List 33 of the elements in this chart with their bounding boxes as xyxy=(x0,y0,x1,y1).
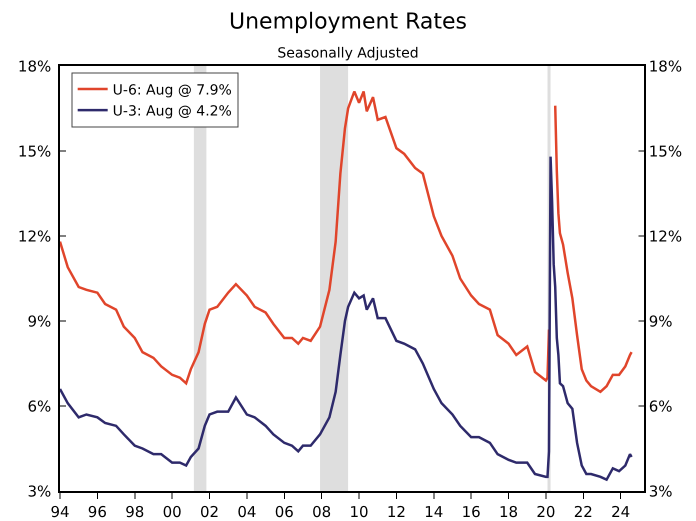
legend-label: U-6: Aug @ 7.9% xyxy=(112,82,232,98)
y-tick-label: 9% xyxy=(27,312,52,330)
x-tick-label: 02 xyxy=(200,502,220,521)
y2-tick-label: 3% xyxy=(648,482,673,500)
chart-title: Unemployment Rates xyxy=(228,10,468,35)
line-series xyxy=(60,155,633,481)
x-tick-label: 08 xyxy=(312,502,332,521)
x-tick-label: 10 xyxy=(349,502,369,521)
y-tick-label: 6% xyxy=(27,397,52,416)
y2-tick-label: 18% xyxy=(648,57,682,76)
y2-tick-label: 6% xyxy=(648,397,673,416)
x-tick-label: 04 xyxy=(237,502,256,521)
x-tick-label: 06 xyxy=(274,502,294,521)
chart-subtitle: Seasonally Adjusted xyxy=(277,45,419,62)
x-tick-label: 20 xyxy=(536,502,556,521)
x-tick-label: 12 xyxy=(386,502,406,521)
x-tick-label: 94 xyxy=(50,502,70,521)
x-tick-label: 96 xyxy=(88,502,107,521)
x-tick-label: 24 xyxy=(611,502,630,521)
y-tick-label: 3% xyxy=(27,482,52,500)
x-tick-label: 22 xyxy=(574,502,593,521)
x-tick-label: 16 xyxy=(462,502,481,521)
y-tick-label: 15% xyxy=(18,142,52,160)
x-tick-label: 00 xyxy=(162,502,182,521)
y2-tick-label: 15% xyxy=(648,142,682,160)
legend-label: U-3: Aug @ 4.2% xyxy=(112,104,232,120)
y2-tick-label: 12% xyxy=(648,227,682,246)
x-tick-label: 18 xyxy=(499,502,518,521)
y2-tick-label: 9% xyxy=(648,312,673,330)
y-tick-label: 12% xyxy=(18,227,52,246)
x-tick-label: 98 xyxy=(125,502,144,521)
x-tick-label: 14 xyxy=(424,502,444,521)
y-tick-label: 18% xyxy=(18,57,52,76)
